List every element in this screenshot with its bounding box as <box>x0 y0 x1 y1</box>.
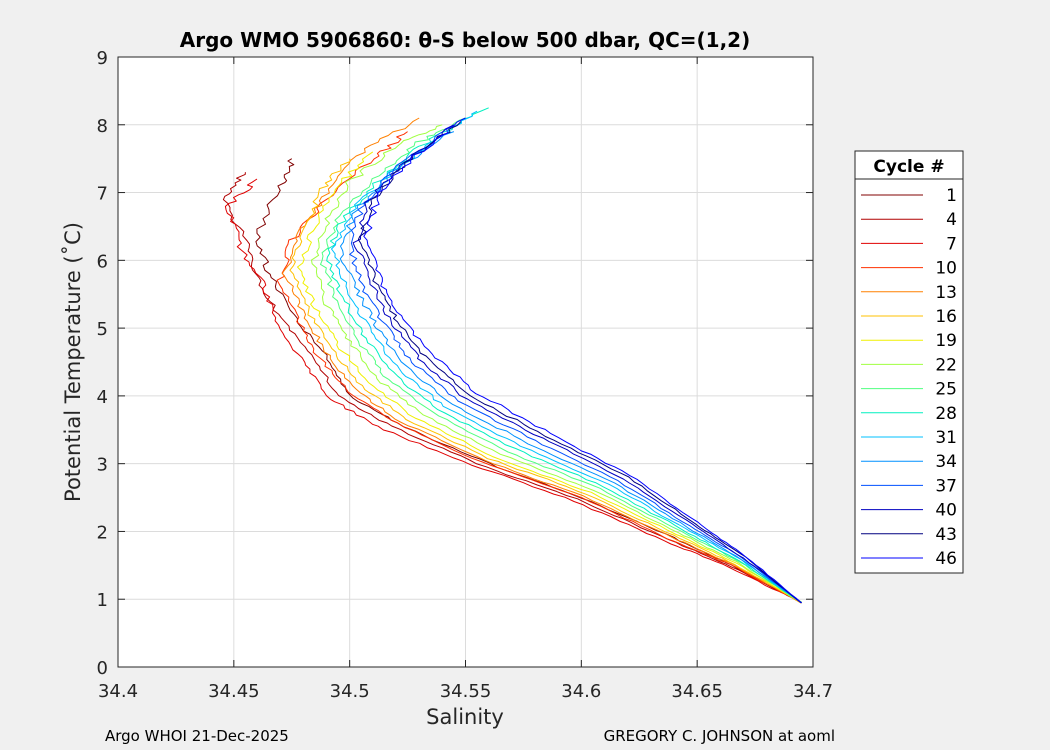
legend-label-1: 1 <box>946 186 957 206</box>
legend-label-28: 28 <box>935 404 957 424</box>
series-line-cycle-31 <box>331 110 802 603</box>
series-line-cycle-25 <box>320 117 802 603</box>
legend-label-13: 13 <box>935 283 957 303</box>
x-tick-label: 34.5 <box>330 681 370 702</box>
series-line-cycle-13 <box>281 117 802 604</box>
footer-left-text: Argo WHOI 21-Dec-2025 <box>105 727 289 745</box>
footer-right-text: GREGORY C. JOHNSON at aoml <box>604 727 835 745</box>
series-line-cycle-7 <box>224 178 802 604</box>
legend-label-25: 25 <box>935 380 957 400</box>
y-tick-label: 5 <box>97 319 108 340</box>
y-tick-label: 3 <box>97 455 108 476</box>
legend-box <box>854 150 964 574</box>
legend: Cycle # 1 4 7 10 13 16 19 22 25 28 31 34 37 40 43 46 <box>854 150 964 574</box>
series-line-cycle-1 <box>255 158 802 604</box>
legend-label-16: 16 <box>935 307 957 327</box>
legend-label-4: 4 <box>946 210 957 230</box>
grid-lines <box>118 57 813 667</box>
legend-label-43: 43 <box>935 525 957 545</box>
chart-title: Argo WMO 5906860: θ-S below 500 dbar, QC… <box>180 28 750 52</box>
x-tick-label: 34.65 <box>671 681 723 702</box>
legend-label-19: 19 <box>935 331 957 351</box>
series-line-cycle-19 <box>297 151 802 603</box>
y-tick-label: 8 <box>97 116 108 137</box>
data-series-group <box>222 107 802 604</box>
legend-label-10: 10 <box>935 259 957 279</box>
x-tick-label: 34.7 <box>793 681 833 702</box>
legend-label-46: 46 <box>935 549 957 569</box>
legend-label-22: 22 <box>935 355 957 375</box>
series-line-cycle-22 <box>311 124 802 603</box>
series-line-cycle-40 <box>352 124 802 604</box>
y-tick-label: 2 <box>97 522 108 543</box>
x-tick-label: 34.45 <box>208 681 260 702</box>
y-tick-label: 9 <box>97 48 108 69</box>
y-tick-label: 7 <box>97 184 108 205</box>
legend-title: Cycle # <box>873 157 944 177</box>
y-tick-label: 4 <box>97 387 108 408</box>
legend-label-37: 37 <box>935 476 957 496</box>
legend-label-7: 7 <box>946 234 957 254</box>
series-line-cycle-28 <box>326 107 802 603</box>
y-tick-label: 1 <box>97 590 108 611</box>
axis-ticks: 34.4 34.45 34.5 34.55 34.6 34.65 34.7 0 1 2 3 4 5 6 7 8… <box>97 48 833 702</box>
series-line-cycle-43 <box>357 121 802 604</box>
y-axis-label: Potential Temperature (˚C) <box>61 222 85 502</box>
x-tick-label: 34.6 <box>561 681 601 702</box>
series-line-cycle-37 <box>349 127 802 604</box>
series-line-cycle-46 <box>363 117 802 604</box>
legend-label-34: 34 <box>935 452 957 472</box>
x-axis-label: Salinity <box>426 705 504 729</box>
x-tick-label: 34.4 <box>98 681 138 702</box>
y-tick-label: 6 <box>97 251 108 272</box>
series-line-cycle-16 <box>289 158 802 604</box>
legend-label-40: 40 <box>935 501 957 521</box>
x-tick-label: 34.55 <box>440 681 492 702</box>
legend-label-31: 31 <box>935 428 957 448</box>
y-tick-label: 0 <box>97 658 108 679</box>
